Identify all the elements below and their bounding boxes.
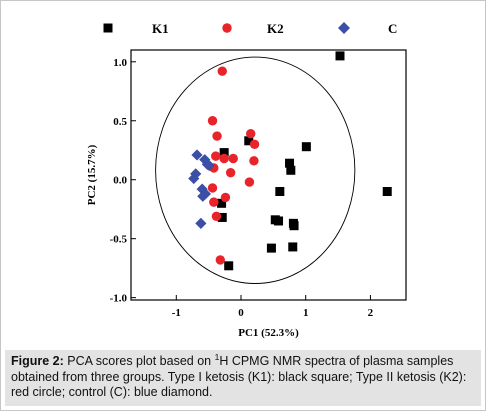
point-c — [191, 149, 203, 161]
point-k2 — [244, 177, 255, 187]
confidence-ellipse — [155, 56, 356, 284]
axes: 1.0 0.5 0.0 -0.5 -1.0 -1 0 1 2 PC1 (52.3%) PC2 (15… — [86, 49, 407, 339]
x-tick-label: 0 — [238, 307, 244, 319]
figure-caption: Figure 2: PCA scores plot based on 1H CP… — [5, 350, 481, 406]
legend-label-k2: K2 — [267, 21, 284, 36]
series-k1 — [217, 51, 392, 271]
point-k1 — [382, 187, 392, 197]
point-k2 — [211, 151, 221, 161]
point-k1 — [286, 165, 296, 175]
point-k1 — [288, 242, 298, 252]
legend-label-c: C — [388, 21, 397, 36]
point-c — [197, 190, 209, 202]
legend-marker-k2 — [222, 23, 232, 33]
point-k1 — [275, 187, 285, 197]
legend-marker-k1 — [103, 23, 113, 33]
point-k2 — [246, 129, 256, 139]
legend-label-k1: K1 — [152, 21, 169, 36]
x-tick-label: 2 — [368, 307, 374, 319]
point-k1 — [301, 142, 311, 152]
point-k2 — [209, 197, 219, 207]
point-k2 — [225, 167, 236, 178]
y-tick-label: 0.0 — [113, 175, 127, 187]
series-k2 — [207, 66, 260, 265]
series-c — [188, 149, 215, 229]
confidence-ellipse-layer — [155, 56, 356, 284]
point-k2 — [212, 131, 222, 141]
caption-text-start: PCA scores plot based on — [63, 354, 215, 368]
point-k1 — [224, 261, 234, 271]
x-axis-title: PC1 (52.3%) — [238, 327, 299, 339]
point-k1 — [219, 148, 229, 158]
point-c — [203, 159, 215, 172]
point-k1 — [335, 51, 345, 61]
pca-scores-plot: K1 K2 C 1.0 0.5 0.0 -0.5 -1.0 -1 0 1 2 PC1 (52.3%) P… — [86, 21, 407, 339]
point-k1 — [217, 212, 227, 222]
x-tick-label: 1 — [303, 307, 309, 319]
x-tick-label: -1 — [172, 307, 181, 319]
point-k2 — [207, 183, 218, 193]
point-k2 — [228, 153, 238, 164]
point-k2 — [219, 153, 229, 164]
y-tick-label: 0.5 — [113, 116, 127, 128]
plot-frame — [130, 49, 407, 301]
point-k1 — [244, 136, 254, 146]
caption-label: Figure 2: — [11, 354, 64, 368]
point-k1 — [274, 216, 284, 226]
point-c — [195, 217, 207, 229]
point-k2 — [220, 192, 231, 203]
y-tick-label: -0.5 — [110, 234, 128, 246]
point-k1 — [289, 221, 299, 231]
point-k1 — [285, 158, 295, 168]
point-k2 — [249, 156, 259, 166]
legend-item-k1: K1 — [103, 21, 169, 36]
legend-marker-c — [338, 22, 350, 34]
point-c — [188, 172, 200, 185]
legend-item-c: C — [338, 21, 397, 36]
y-axis-title: PC2 (15.7%) — [86, 144, 98, 205]
data-points — [188, 51, 392, 271]
y-tick-label: 1.0 — [113, 57, 127, 69]
point-k2 — [217, 66, 227, 76]
caption-superscript: 1 — [214, 351, 220, 362]
legend-item-k2: K2 — [222, 21, 284, 36]
point-k2 — [207, 116, 218, 126]
point-k1 — [217, 198, 227, 208]
point-k2 — [215, 255, 225, 265]
point-k2 — [249, 139, 260, 150]
point-k1 — [266, 243, 276, 253]
legend: K1 K2 C — [103, 21, 397, 36]
caption-text-end: H CPMG NMR spectra of plasma samples obt… — [11, 354, 467, 399]
y-tick-label: -1.0 — [110, 293, 128, 305]
point-k2 — [211, 211, 222, 221]
